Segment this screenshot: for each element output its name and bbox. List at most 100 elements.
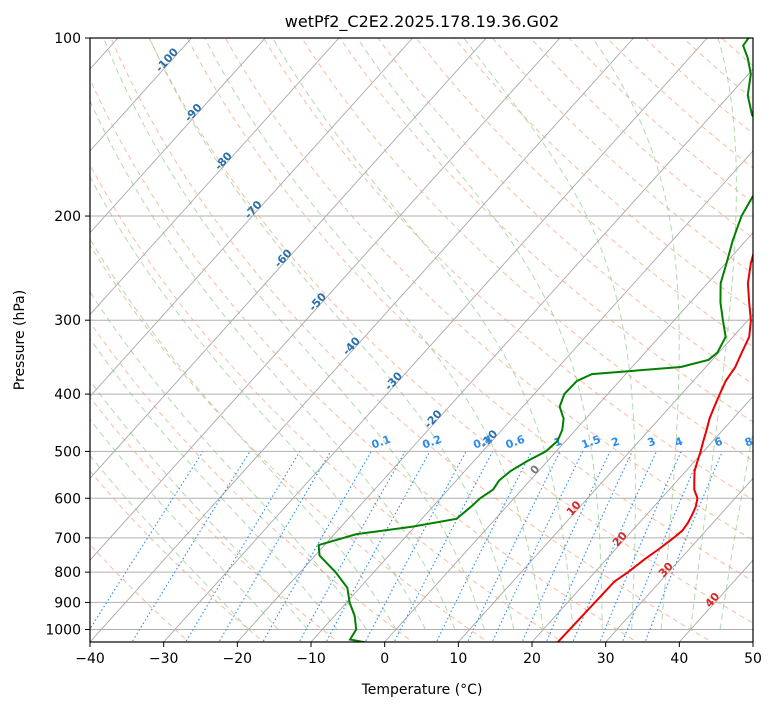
mixing-ratio-line bbox=[131, 451, 251, 642]
isotherm-line bbox=[457, 313, 753, 642]
moist-adiabat-line bbox=[90, 418, 279, 630]
y-axis-title: Pressure (hPa) bbox=[12, 290, 28, 390]
moist-adiabat-line bbox=[90, 175, 426, 630]
mixing-ratio-label: 8 bbox=[743, 435, 755, 450]
y-tick-label: 100 bbox=[54, 31, 81, 47]
mixing-ratio-line bbox=[466, 451, 561, 642]
mixing-ratio-label: 0.4 bbox=[471, 433, 494, 452]
dry-adiabat-line bbox=[263, 38, 753, 501]
moist-adiabat-line bbox=[90, 291, 367, 630]
isotherm-label: -90 bbox=[182, 101, 205, 125]
moist-adiabat-line bbox=[719, 428, 753, 630]
y-tick-label: 900 bbox=[54, 595, 81, 611]
isotherm-line bbox=[90, 38, 487, 479]
mixing-ratio-line bbox=[364, 451, 467, 642]
x-tick-label: 0 bbox=[380, 651, 389, 667]
isotherm-line bbox=[90, 38, 340, 316]
moist-adiabat-line bbox=[272, 38, 574, 630]
x-tick-label: 30 bbox=[597, 651, 615, 667]
temperature-profile-line bbox=[556, 251, 753, 642]
x-tick-label: 20 bbox=[523, 651, 541, 667]
isotherm-label: 30 bbox=[656, 560, 676, 580]
mixing-ratio-line bbox=[572, 451, 657, 642]
mixing-ratio-line bbox=[185, 451, 301, 642]
x-tick-label: −30 bbox=[149, 651, 179, 667]
isotherm-line bbox=[310, 150, 753, 642]
dry-adiabat-line bbox=[568, 38, 753, 204]
x-tick-label: −20 bbox=[223, 651, 253, 667]
mixing-ratio-line bbox=[262, 451, 372, 642]
isotherm-label: -50 bbox=[306, 290, 329, 314]
isotherm-line bbox=[90, 38, 634, 642]
dry-adiabat-line bbox=[90, 470, 265, 642]
moist-adiabat-line bbox=[463, 38, 636, 630]
dry-adiabat-line bbox=[90, 78, 639, 642]
mixing-ratio-label: 2 bbox=[610, 435, 622, 450]
y-tick-label: 200 bbox=[54, 209, 81, 225]
moist-adiabat-line bbox=[690, 38, 737, 630]
mixing-ratio-line bbox=[521, 451, 611, 642]
dry-adiabat-line bbox=[644, 38, 753, 135]
isotherm-label: -20 bbox=[422, 407, 445, 431]
dry-adiabat-line bbox=[90, 163, 564, 642]
mixing-ratio-line bbox=[435, 451, 533, 642]
y-tick-label: 1000 bbox=[45, 622, 81, 638]
mixing-ratio-label: 0.1 bbox=[370, 433, 393, 452]
dry-adiabat-line bbox=[377, 38, 753, 385]
isotherm-line bbox=[90, 38, 413, 398]
mixing-ratio-line bbox=[90, 451, 204, 630]
mixing-ratio-line bbox=[491, 451, 584, 642]
moist-adiabat-line bbox=[90, 379, 308, 630]
mixing-ratio-line bbox=[298, 451, 406, 642]
isotherm-label: 20 bbox=[610, 529, 630, 549]
mixing-ratio-line bbox=[393, 451, 494, 642]
x-axis-title: Temperature (°C) bbox=[361, 682, 483, 698]
dry-adiabat-line bbox=[415, 38, 753, 348]
isotherm-label: -100 bbox=[153, 45, 181, 74]
mixing-ratio-label: 1 bbox=[552, 435, 564, 450]
moist-adiabat-line bbox=[204, 38, 544, 630]
dry-adiabat-line bbox=[682, 38, 753, 101]
dry-adiabat-line bbox=[301, 38, 753, 462]
isotherm-line bbox=[236, 68, 753, 642]
isotherm-line bbox=[163, 38, 708, 642]
moist-adiabat-line bbox=[90, 237, 397, 630]
isotherm-label: 0 bbox=[528, 462, 543, 477]
dry-adiabat-line bbox=[90, 321, 414, 642]
x-tick-label: −10 bbox=[296, 651, 326, 667]
isotherm-label: 40 bbox=[702, 590, 722, 610]
isotherm-line bbox=[384, 232, 753, 642]
x-tick-label: −40 bbox=[75, 651, 105, 667]
moist-adiabat-line bbox=[149, 38, 515, 630]
plot-area: -100-90-80-70-60-50-40-30-20-10010203040… bbox=[90, 38, 755, 642]
isotherm-line bbox=[90, 38, 266, 234]
mixing-ratio-line bbox=[599, 451, 682, 642]
dewpoint-profile-line bbox=[317, 38, 753, 642]
mixing-ratio-label: 0.6 bbox=[504, 433, 527, 452]
y-tick-label: 300 bbox=[54, 313, 81, 329]
mixing-ratio-line bbox=[644, 451, 723, 642]
y-tick-label: 700 bbox=[54, 531, 81, 547]
isotherm-label: -60 bbox=[272, 246, 295, 270]
mixing-ratio-label: 0.2 bbox=[421, 433, 444, 452]
mixing-ratio-line bbox=[325, 451, 431, 642]
x-tick-label: 50 bbox=[744, 651, 762, 667]
isotherm-line bbox=[605, 477, 753, 642]
y-tick-label: 600 bbox=[54, 491, 81, 507]
moist-adiabat-line bbox=[103, 38, 485, 630]
isotherm-label: 10 bbox=[564, 498, 584, 518]
dry-adiabat-line bbox=[148, 38, 753, 624]
isotherm-label: -40 bbox=[340, 334, 363, 358]
plot-frame bbox=[89, 37, 754, 643]
dry-adiabat-line bbox=[339, 38, 753, 423]
dry-adiabat-line bbox=[720, 38, 753, 67]
isotherm-line bbox=[752, 641, 753, 642]
mixing-ratio-label: 6 bbox=[713, 435, 725, 450]
dry-adiabat-line bbox=[90, 244, 489, 642]
dry-adiabat-line bbox=[530, 38, 753, 239]
mixing-ratio-line bbox=[218, 451, 332, 642]
mixing-ratio-label: 4 bbox=[673, 435, 685, 450]
moist-adiabat-line bbox=[90, 99, 456, 630]
